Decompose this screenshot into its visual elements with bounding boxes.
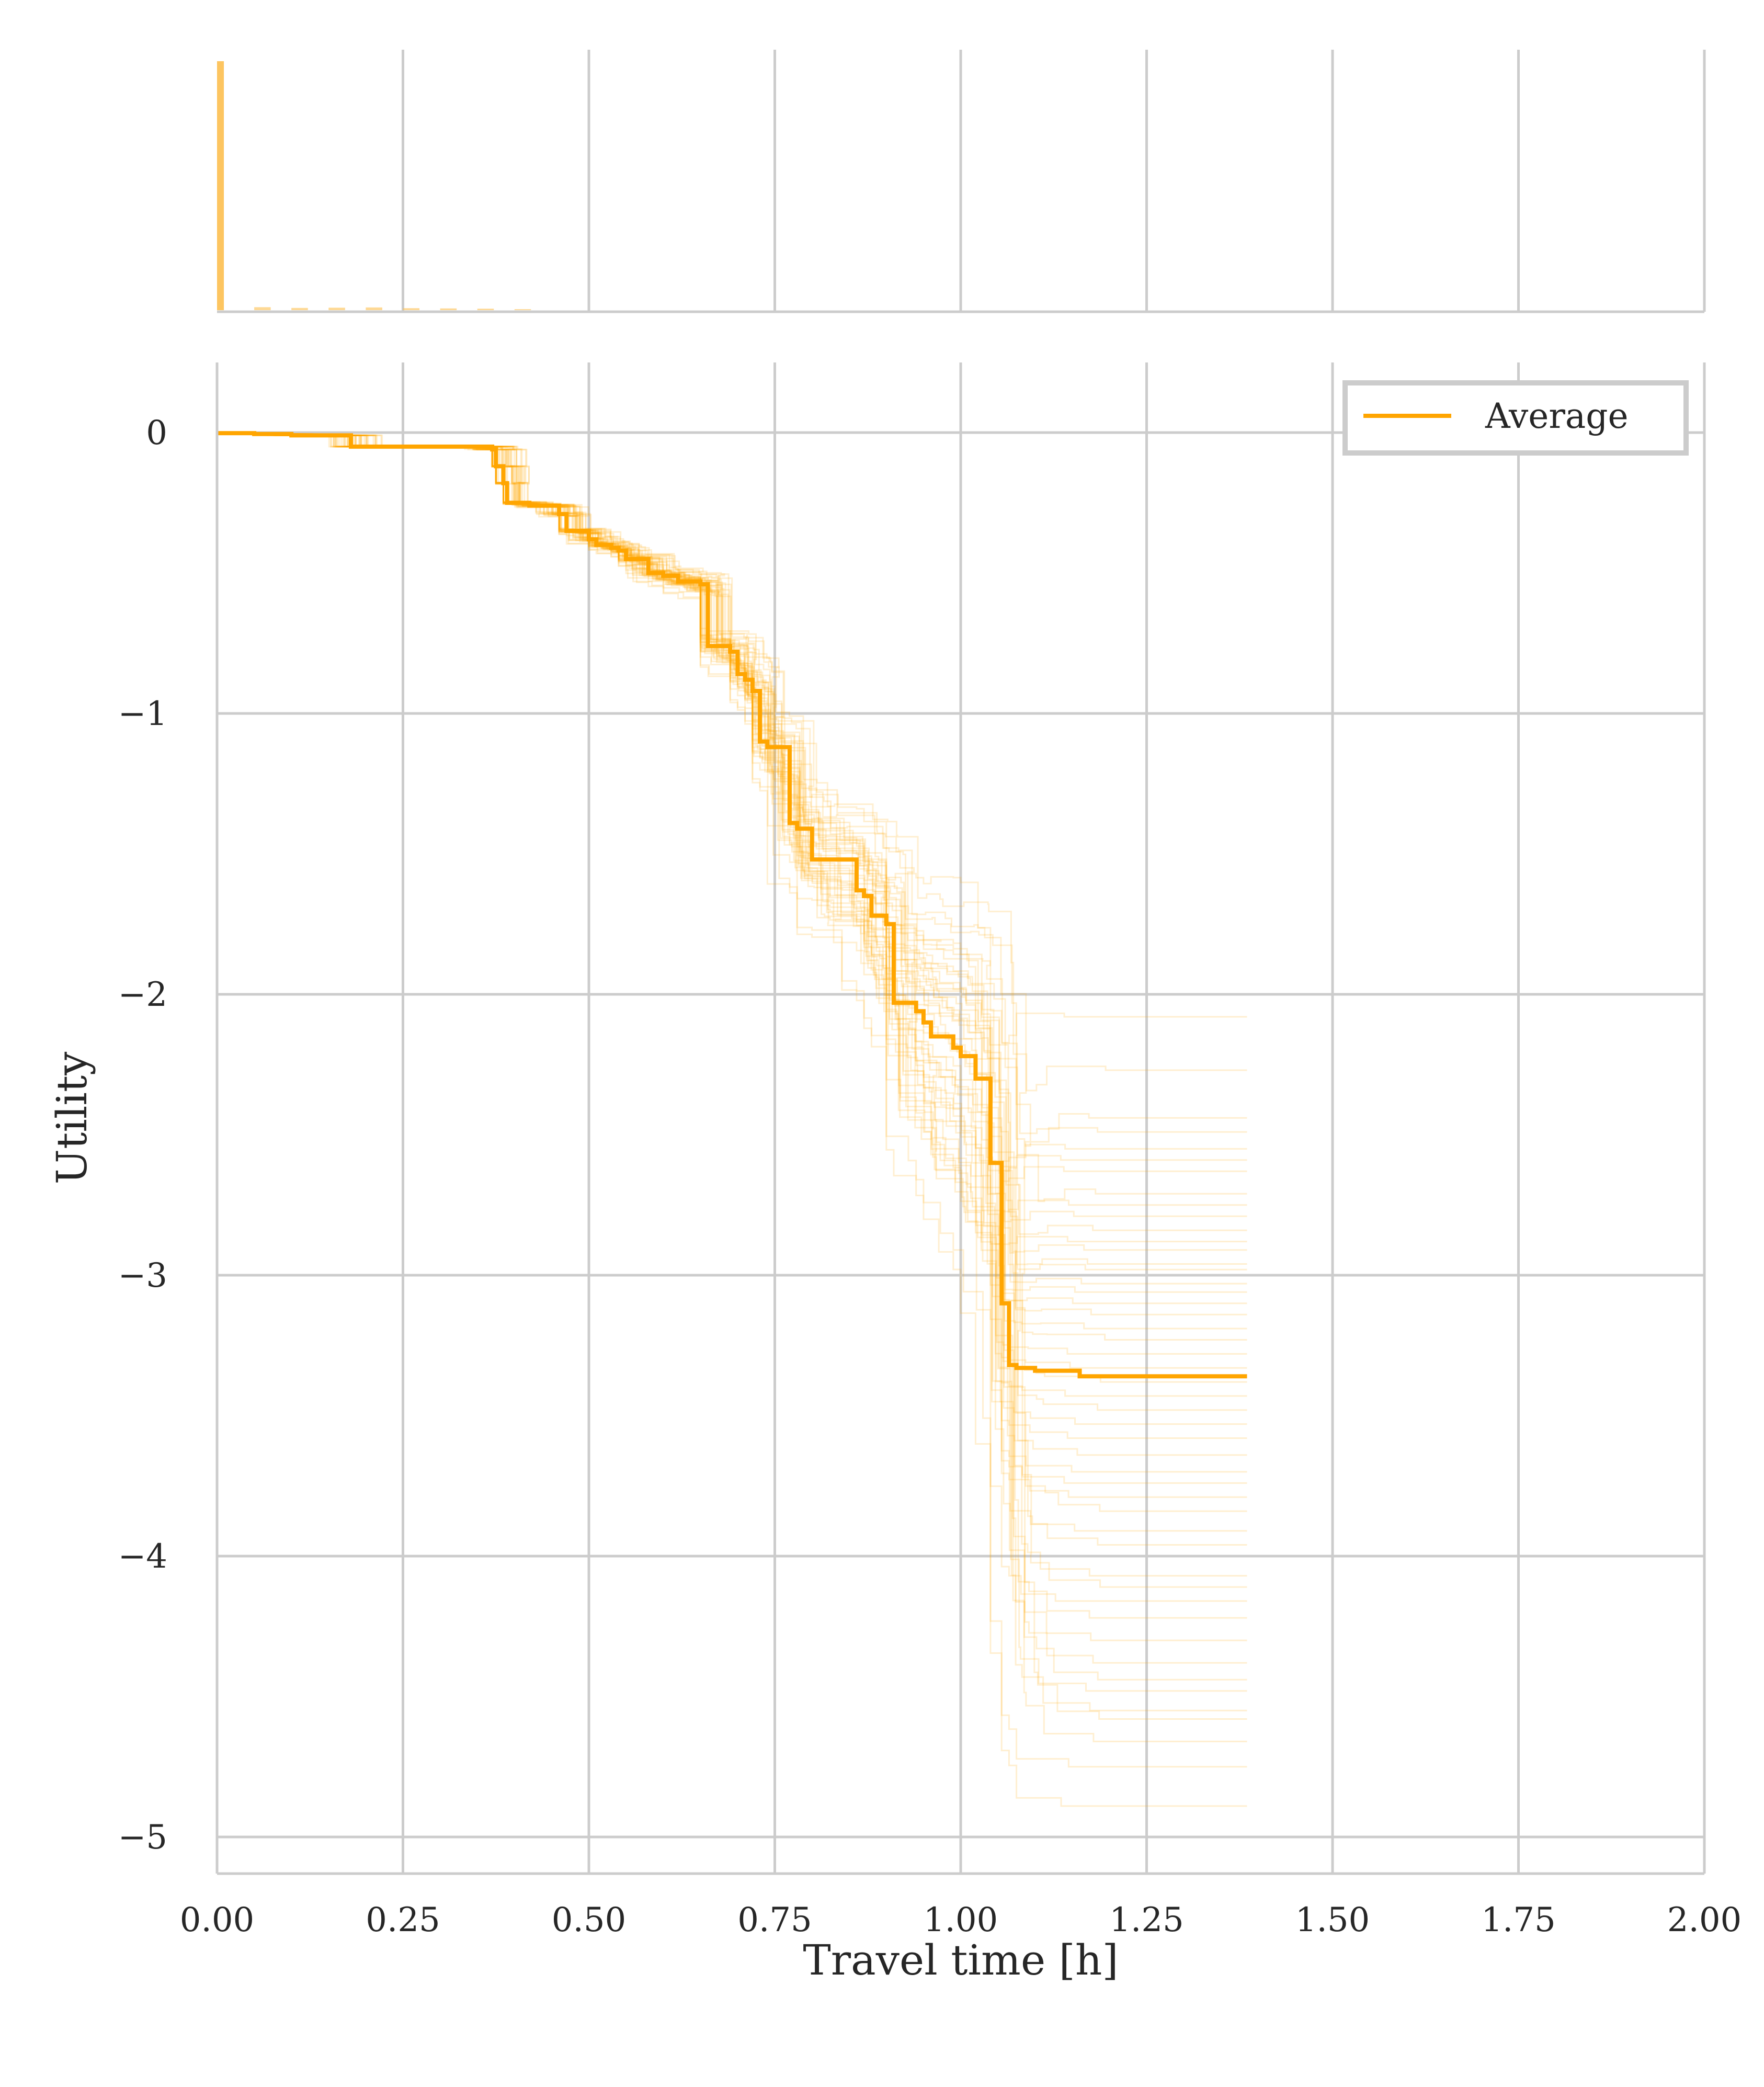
sample-trajectory [217, 432, 1247, 1172]
x-tick-label: 2.00 [1667, 1901, 1742, 1939]
sample-trajectory [217, 432, 1247, 1602]
sample-trajectory [217, 432, 1247, 1135]
sample-trajectory [217, 432, 1247, 1253]
x-tick-label: 0.25 [366, 1901, 440, 1939]
y-tick-label: −5 [118, 1818, 167, 1857]
sample-trajectory [217, 432, 1247, 1532]
x-tick-label: 1.25 [1109, 1901, 1184, 1939]
histogram-grid [402, 50, 1706, 312]
x-tick-label: 1.00 [924, 1901, 998, 1939]
main-grid [217, 362, 1706, 1874]
sample-trajectory [217, 432, 1247, 1498]
sample-trajectory [217, 432, 1247, 1265]
hist-bar [403, 308, 420, 310]
sample-trajectory [217, 432, 1247, 1439]
sample-trajectory [217, 432, 1247, 1271]
sample-trajectory [217, 432, 1247, 1315]
sample-trajectory [217, 432, 1247, 1484]
sample-trajectory [217, 432, 1247, 1285]
sample-trajectory [217, 432, 1247, 1807]
hist-bar [254, 307, 271, 310]
sample-trajectory [217, 432, 1247, 1245]
y-tick-label: −4 [118, 1537, 167, 1576]
sample-trajectory [217, 432, 1247, 1222]
sample-trajectory [217, 432, 1247, 1235]
sample-trajectory [217, 432, 1247, 1425]
x-tick-labels: 0.00 0.25 0.50 0.75 1.00 1.25 1.50 1.75 2.00 [180, 1901, 1742, 1939]
sample-trajectory [217, 432, 1247, 1162]
y-tick-label: 0 [146, 414, 167, 452]
sample-lines [217, 432, 1247, 1807]
sample-trajectory [217, 432, 1247, 1044]
x-tick-label: 1.75 [1481, 1901, 1556, 1939]
sample-trajectory [217, 432, 1247, 1383]
hist-bar [217, 61, 224, 310]
sample-trajectory [217, 432, 1247, 1341]
x-tick-label: 0.00 [180, 1901, 255, 1939]
sample-trajectory [217, 432, 1247, 1092]
sample-trajectory [217, 432, 1247, 1147]
hist-bar [366, 307, 382, 310]
sample-trajectory [217, 432, 1247, 1397]
x-tick-label: 0.75 [737, 1901, 812, 1939]
x-tick-label: 1.50 [1295, 1901, 1370, 1939]
sample-trajectory [217, 432, 1247, 1212]
y-tick-labels: 0 −1 −2 −3 −4 −5 [118, 414, 167, 1857]
legend-label-average: Average [1485, 396, 1629, 436]
sample-trajectory [217, 432, 1247, 1330]
y-tick-label: −3 [118, 1256, 167, 1295]
hist-bar [328, 308, 345, 310]
utility-line-panel: 0.00 0.25 0.50 0.75 1.00 1.25 1.50 1.75 2.00 0 −1… [48, 362, 1742, 1984]
hist-bar [477, 309, 494, 310]
sample-trajectory [217, 432, 1247, 1182]
hist-bar [291, 308, 308, 310]
y-tick-label: −1 [118, 695, 167, 733]
histogram-bars [217, 61, 531, 310]
sample-trajectory [217, 432, 1247, 1369]
histogram-panel [217, 50, 1706, 313]
series-average-line [217, 431, 1247, 1379]
sample-trajectory [217, 432, 1247, 1203]
sample-trajectory [217, 432, 1247, 1473]
y-axis-label: Utility [48, 1052, 96, 1185]
y-tick-label: −2 [118, 976, 167, 1014]
hist-bar [440, 308, 457, 310]
x-axis-label: Travel time [h] [803, 1936, 1118, 1984]
hist-bar [514, 309, 531, 310]
x-tick-label: 0.50 [552, 1901, 627, 1939]
sample-trajectory [217, 432, 1247, 1768]
sample-trajectory [217, 432, 1247, 1305]
legend: Average [1342, 380, 1689, 456]
sample-trajectory [217, 432, 1247, 1293]
